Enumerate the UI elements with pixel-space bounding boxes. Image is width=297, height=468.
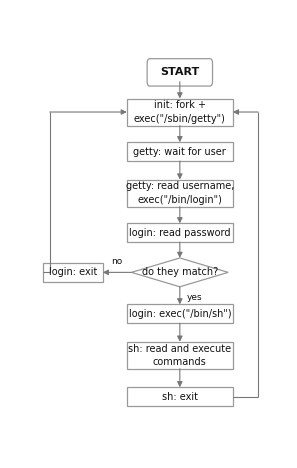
Bar [127,142,233,161]
Text: sh: read and execute
commands: sh: read and execute commands [128,344,231,367]
Bar [127,98,233,125]
Text: sh: exit: sh: exit [162,392,198,402]
FancyBboxPatch shape [147,58,213,86]
Text: getty: wait for user: getty: wait for user [133,146,226,157]
Text: getty: read username,
exec("/bin/login"): getty: read username, exec("/bin/login") [126,182,234,205]
Text: login: exec("/bin/sh"): login: exec("/bin/sh") [129,309,231,319]
Text: login: read password: login: read password [129,228,230,238]
Text: yes: yes [187,293,202,302]
Text: START: START [160,67,200,77]
Text: init: fork +
exec("/sbin/getty"): init: fork + exec("/sbin/getty") [134,101,226,124]
Bar [43,263,103,282]
Bar [127,305,233,323]
Bar [127,223,233,242]
Bar [127,342,233,369]
Text: do they match?: do they match? [142,267,218,278]
Bar [127,388,233,406]
Bar [127,180,233,206]
Text: login: exit: login: exit [49,267,97,278]
Text: no: no [111,257,123,266]
Polygon shape [132,258,228,287]
